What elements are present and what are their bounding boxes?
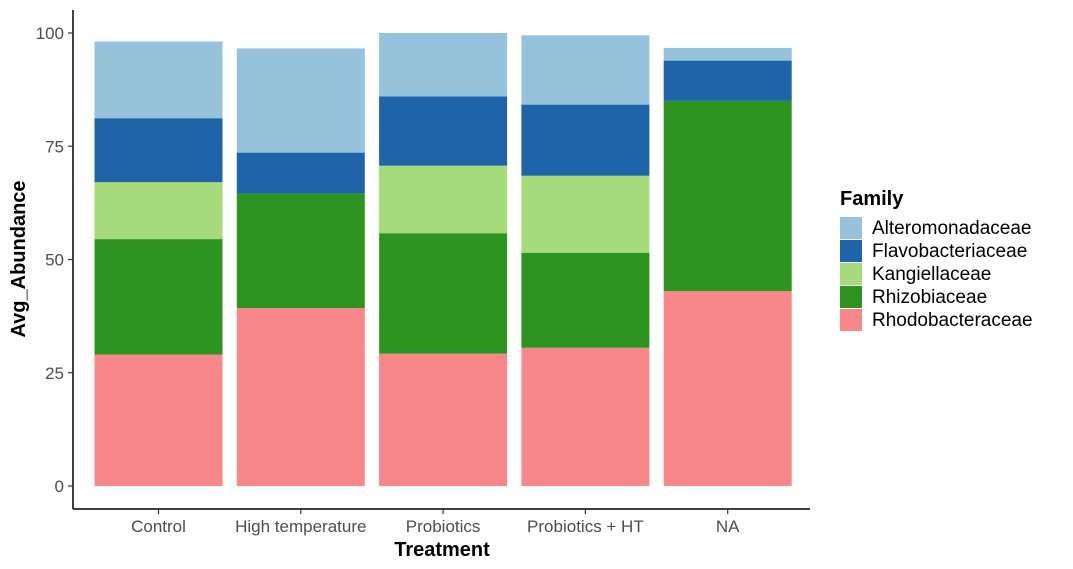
- legend-label-rhodobacteraceae: Rhodobacteraceae: [872, 310, 1033, 331]
- legend: Family AlteromonadaceaeFlavobacteriaceae…: [840, 188, 1033, 331]
- y-tick-label: 75: [45, 137, 64, 156]
- x-tick-label: Probiotics: [406, 517, 481, 536]
- bars-layer: [94, 33, 792, 486]
- legend-key-rhodobacteraceae: [840, 309, 862, 331]
- bar-segment-rhodobacteraceae-3: [521, 347, 650, 486]
- bar-segment-kangiellaceae-0: [94, 182, 223, 240]
- legend-label-rhizobiaceae: Rhizobiaceae: [872, 287, 987, 308]
- x-tick-label: High temperature: [235, 517, 366, 536]
- bar-segment-rhizobiaceae-2: [379, 233, 508, 354]
- y-tick-label: 0: [55, 477, 64, 496]
- legend-key-flavobacteriaceae: [840, 240, 862, 262]
- bar-segment-flavobacteriaceae-3: [521, 104, 650, 176]
- bar-segment-rhodobacteraceae-0: [94, 354, 223, 486]
- bar-segment-rhizobiaceae-0: [94, 239, 223, 355]
- legend-key-kangiellaceae: [840, 263, 862, 285]
- y-tick-label: 50: [45, 251, 64, 270]
- bar-segment-rhizobiaceae-3: [521, 252, 650, 348]
- bar-segment-rhizobiaceae-4: [663, 100, 792, 292]
- bar-segment-flavobacteriaceae-1: [236, 152, 365, 194]
- legend-label-alteromonadaceae: Alteromonadaceae: [872, 218, 1032, 239]
- legend-label-flavobacteriaceae: Flavobacteriaceae: [872, 241, 1027, 262]
- bar-segment-rhodobacteraceae-4: [663, 291, 792, 486]
- bar-segment-kangiellaceae-2: [379, 165, 508, 234]
- x-axis-title: Treatment: [394, 539, 490, 561]
- y-axis-title: Avg_Abundance: [8, 180, 30, 337]
- x-tick-label: Control: [131, 517, 186, 536]
- axes-layer: 0 25 50 75 100 Control High temperature Probiot…: [36, 10, 810, 536]
- bar-segment-rhodobacteraceae-1: [236, 308, 365, 486]
- bar-segment-rhizobiaceae-1: [236, 193, 365, 308]
- bar-segment-alteromonadaceae-2: [379, 33, 508, 97]
- legend-key-alteromonadaceae: [840, 217, 862, 239]
- bar-segment-flavobacteriaceae-2: [379, 96, 508, 166]
- legend-key-rhizobiaceae: [840, 286, 862, 308]
- bar-segment-alteromonadaceae-0: [94, 41, 223, 119]
- bar-segment-alteromonadaceae-1: [236, 48, 365, 153]
- bar-segment-rhodobacteraceae-2: [379, 353, 508, 486]
- x-tick-label: NA: [716, 517, 740, 536]
- bar-segment-flavobacteriaceae-4: [663, 60, 792, 101]
- legend-label-kangiellaceae: Kangiellaceae: [872, 264, 991, 285]
- bar-segment-flavobacteriaceae-0: [94, 118, 223, 183]
- bar-segment-alteromonadaceae-3: [521, 35, 650, 105]
- y-tick-label: 100: [36, 24, 64, 43]
- bar-segment-alteromonadaceae-4: [663, 47, 792, 61]
- x-tick-label: Probiotics + HT: [527, 517, 644, 536]
- legend-title: Family: [840, 188, 904, 210]
- y-tick-label: 25: [45, 364, 64, 383]
- bar-segment-kangiellaceae-3: [521, 175, 650, 253]
